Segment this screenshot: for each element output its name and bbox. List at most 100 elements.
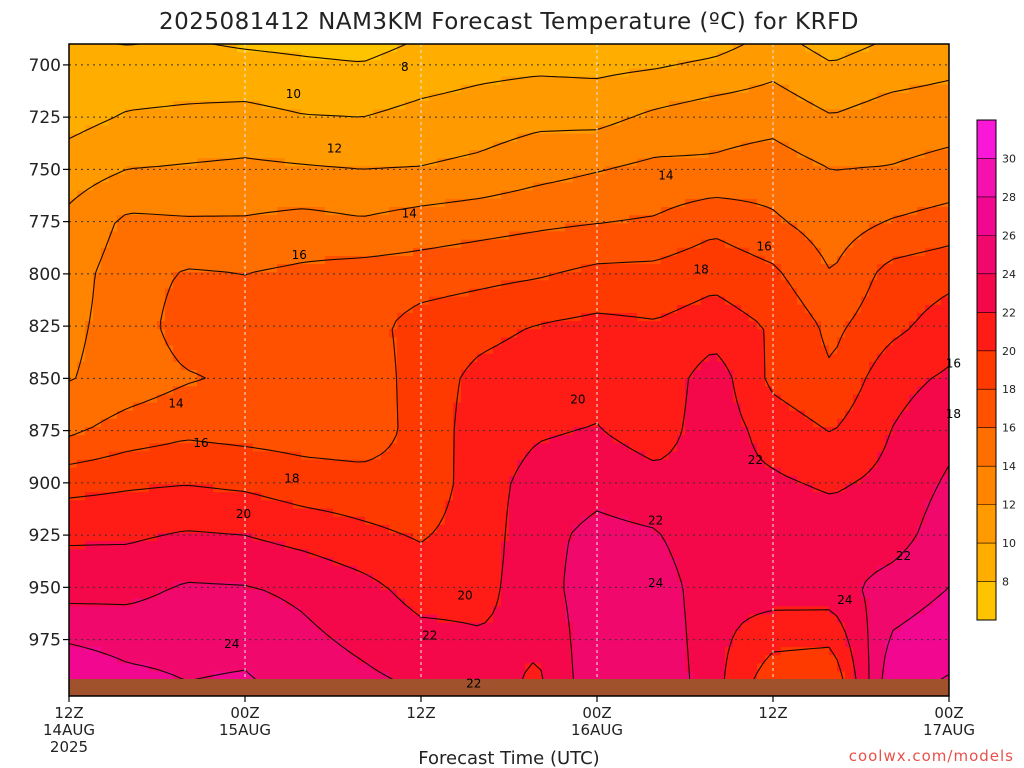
- heat-cell: [845, 166, 854, 175]
- heat-cell: [85, 345, 94, 355]
- heat-cell: [469, 312, 478, 322]
- heat-cell: [301, 149, 310, 159]
- heat-cell: [277, 288, 286, 298]
- heat-cell: [445, 133, 454, 143]
- heat-cell: [349, 386, 358, 396]
- heat-cell: [517, 370, 526, 379]
- heat-cell: [853, 68, 862, 78]
- heat-cell: [205, 378, 214, 387]
- heat-cell: [157, 296, 166, 306]
- heat-cell: [557, 207, 566, 216]
- heat-cell: [509, 84, 518, 94]
- heat-cell: [165, 166, 174, 175]
- heat-cell: [613, 174, 622, 184]
- heat-cell: [533, 394, 542, 404]
- heat-cell: [853, 361, 862, 371]
- heat-cell: [773, 92, 782, 102]
- heat-cell: [333, 288, 342, 298]
- heat-cell: [925, 223, 934, 233]
- heat-cell: [469, 109, 478, 118]
- heat-cell: [381, 329, 390, 338]
- heat-cell: [245, 117, 254, 127]
- heat-cell: [693, 133, 702, 143]
- heat-cell: [165, 378, 174, 387]
- heat-cell: [861, 174, 870, 184]
- heat-cell: [437, 288, 446, 298]
- heat-cell: [701, 329, 710, 338]
- heat-cell: [645, 239, 654, 249]
- heat-cell: [877, 52, 886, 61]
- heat-cell: [765, 182, 774, 192]
- heat-cell: [773, 345, 782, 355]
- heat-cell: [725, 361, 734, 371]
- heat-cell: [773, 402, 782, 412]
- heat-cell: [685, 280, 694, 290]
- heat-cell: [837, 378, 846, 387]
- heat-cell: [77, 272, 86, 281]
- heat-cell: [469, 280, 478, 290]
- heat-cell: [213, 76, 222, 86]
- heat-cell: [205, 92, 214, 102]
- heat-cell: [517, 394, 526, 404]
- heat-cell: [221, 247, 230, 257]
- heat-cell: [253, 304, 262, 314]
- heat-cell: [413, 92, 422, 102]
- heat-cell: [853, 182, 862, 192]
- heat-cell: [829, 68, 838, 78]
- heat-cell: [917, 304, 926, 314]
- heat-cell: [693, 198, 702, 208]
- heat-cell: [581, 394, 590, 404]
- heat-cell: [69, 158, 78, 167]
- heat-cell: [573, 174, 582, 184]
- heat-cell: [109, 198, 118, 208]
- heat-cell: [261, 247, 270, 257]
- heat-cell: [661, 231, 670, 241]
- heat-cell: [925, 231, 934, 241]
- heat-cell: [445, 198, 454, 208]
- heat-cell: [557, 190, 566, 200]
- heat-cell: [293, 190, 302, 200]
- heat-cell: [261, 231, 270, 241]
- heat-cell: [717, 353, 726, 363]
- heat-cell: [845, 44, 854, 53]
- heat-cell: [149, 149, 158, 159]
- heat-cell: [189, 149, 198, 159]
- heat-cell: [413, 353, 422, 363]
- heat-cell: [285, 304, 294, 314]
- heat-cell: [373, 125, 382, 135]
- heat-cell: [429, 353, 438, 363]
- heat-cell: [901, 231, 910, 241]
- heat-cell: [733, 239, 742, 249]
- heat-cell: [357, 255, 366, 265]
- heat-cell: [733, 109, 742, 118]
- heat-cell: [717, 361, 726, 371]
- heat-cell: [597, 174, 606, 184]
- heat-cell: [229, 394, 238, 404]
- heat-cell: [429, 133, 438, 143]
- heat-cell: [461, 174, 470, 184]
- heat-cell: [605, 166, 614, 175]
- heat-cell: [173, 190, 182, 200]
- heat-cell: [725, 288, 734, 298]
- heat-cell: [757, 207, 766, 216]
- heat-cell: [189, 370, 198, 379]
- heat-cell: [133, 215, 142, 224]
- heat-cell: [485, 125, 494, 135]
- heat-cell: [237, 304, 246, 314]
- heat-cell: [421, 402, 430, 412]
- heat-cell: [765, 68, 774, 78]
- heat-cell: [133, 264, 142, 273]
- heat-cell: [725, 166, 734, 175]
- heat-cell: [461, 223, 470, 233]
- heat-cell: [269, 117, 278, 127]
- heat-cell: [213, 92, 222, 102]
- heat-cell: [925, 296, 934, 306]
- heat-cell: [173, 198, 182, 208]
- heat-cell: [253, 190, 262, 200]
- heat-cell: [77, 280, 86, 290]
- heat-cell: [205, 117, 214, 127]
- heat-cell: [421, 44, 430, 53]
- heat-cell: [293, 264, 302, 273]
- heat-cell: [453, 247, 462, 257]
- heat-cell: [797, 321, 806, 330]
